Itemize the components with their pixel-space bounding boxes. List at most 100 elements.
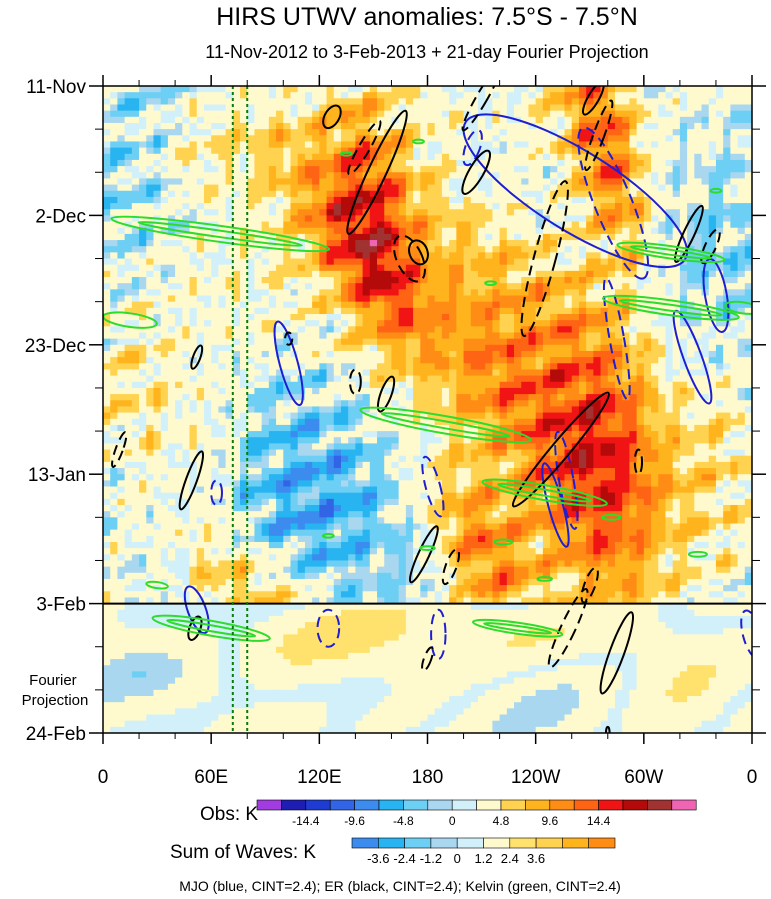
heatmap-cell [182,86,191,93]
heatmap-cell [276,135,284,143]
heatmap-cell [369,338,378,346]
heatmap-cell [593,400,602,408]
heatmap-cell [355,289,364,297]
heatmap-cell [651,159,659,167]
heatmap-cell [744,394,752,401]
heatmap-cell [449,301,457,309]
heatmap-cell [391,122,400,130]
heatmap-cell [398,295,407,303]
heatmap-cell [730,221,739,229]
heatmap-cell [362,313,371,321]
heatmap-cell [542,172,551,180]
heatmap-cell [167,135,176,143]
heatmap-cell [477,122,486,130]
heatmap-cell [557,240,566,247]
heatmap-cell [384,295,393,303]
heatmap-cell [593,110,602,118]
heatmap-cell [629,227,638,235]
heatmap-cell [499,122,508,130]
heatmap-cell [463,92,472,99]
heatmap-cell [449,147,457,155]
heatmap-cell [643,350,652,358]
heatmap-cell [240,178,248,186]
heatmap-cell [564,240,573,247]
heatmap-cell [658,215,667,223]
heatmap-cell [420,116,429,124]
heatmap-cell [232,227,241,235]
heatmap-cell [355,178,364,186]
heatmap-cell [427,277,436,284]
heatmap-cell [521,381,530,389]
heatmap-cell [723,172,731,180]
heatmap-cell [701,387,710,395]
heatmap-cell [203,344,212,352]
heatmap-cell [175,264,183,272]
heatmap-cell [117,215,126,223]
heatmap-cell [117,301,126,309]
heatmap-cell [153,166,162,173]
heatmap-cell [672,190,681,198]
heatmap-cell [131,412,140,420]
heatmap-cell [578,92,587,99]
heatmap-cell [384,178,393,186]
heatmap-cell [571,332,580,340]
heatmap-cell [319,270,328,278]
heatmap-cell [557,227,566,235]
heatmap-cell [470,277,479,284]
heatmap-cell [218,363,227,371]
heatmap-cell [470,92,479,99]
heatmap-cell [326,295,335,303]
heatmap-cell [182,184,191,192]
heatmap-cell [449,252,457,260]
heatmap-cell [131,215,140,223]
heatmap-cell [665,240,674,247]
heatmap-cell [528,86,537,93]
heatmap-cell [687,190,695,198]
heatmap-cell [203,387,212,395]
heatmap-cell [312,196,320,204]
heatmap-cell [103,301,111,309]
heatmap-cell [268,394,277,401]
heatmap-cell [405,307,414,315]
heatmap-cell [427,326,436,334]
heatmap-cell [730,295,739,303]
heatmap-cell [103,246,111,253]
heatmap-cell [636,215,645,223]
heatmap-cell [304,363,313,371]
heatmap-cell [564,110,573,118]
heatmap-cell [477,283,486,290]
heatmap-cell [701,190,710,198]
heatmap-cell [304,92,313,99]
heatmap-cell [377,295,385,303]
heatmap-cell [232,394,241,401]
heatmap-cell [665,166,674,173]
heatmap-cell [593,159,602,167]
heatmap-cell [333,141,342,149]
heatmap-cell [182,129,191,136]
heatmap-cell [730,190,739,198]
heatmap-cell [175,129,183,136]
heatmap-cell [470,350,479,358]
heatmap-cell [492,258,501,266]
heatmap-cell [348,350,356,358]
heatmap-cell [492,98,501,106]
heatmap-cell [600,147,609,155]
heatmap-cell [514,258,522,266]
heatmap-cell [557,116,566,124]
heatmap-cell [643,178,652,186]
heatmap-cell [723,116,731,124]
heatmap-cell [413,375,421,383]
heatmap-cell [571,338,580,346]
heatmap-cell [319,418,328,426]
heatmap-cell [607,215,616,223]
heatmap-cell [369,116,378,124]
heatmap-cell [586,357,594,364]
heatmap-cell [665,153,674,161]
heatmap-cell [319,381,328,389]
heatmap-cell [304,122,313,130]
heatmap-cell [312,350,320,358]
heatmap-cell [139,92,147,99]
heatmap-cell [672,86,681,93]
heatmap-cell [485,344,493,352]
heatmap-cell [203,277,212,284]
